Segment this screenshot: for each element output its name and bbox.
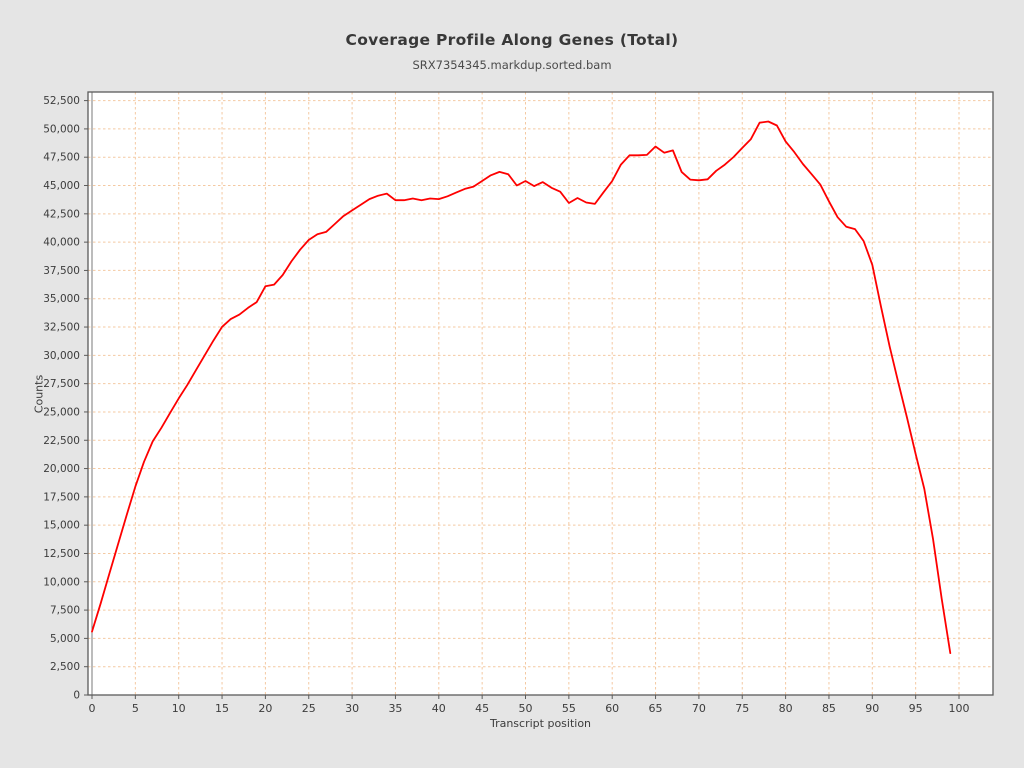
svg-text:75: 75 [735,702,749,715]
svg-text:65: 65 [649,702,663,715]
x-ticks [91,695,960,699]
y-ticks [84,100,88,696]
svg-text:0: 0 [89,702,96,715]
svg-text:45,000: 45,000 [43,180,80,192]
svg-text:17,500: 17,500 [43,491,80,503]
svg-text:70: 70 [692,702,706,715]
svg-text:50,000: 50,000 [43,123,80,135]
svg-text:32,500: 32,500 [43,322,80,334]
svg-text:22,500: 22,500 [43,435,80,447]
svg-text:42,500: 42,500 [43,208,80,220]
svg-text:80: 80 [779,702,793,715]
svg-text:50: 50 [519,702,533,715]
svg-text:0: 0 [73,690,80,702]
svg-text:20: 20 [258,702,272,715]
svg-text:35: 35 [388,702,402,715]
x-axis-label: Transcript position [489,717,592,730]
svg-text:45: 45 [475,702,489,715]
svg-text:12,500: 12,500 [43,548,80,560]
y-axis-label: Counts [32,374,46,414]
svg-text:100: 100 [949,702,970,715]
y-gridlines [88,100,993,696]
chart-subtitle: SRX7354345.markdup.sorted.bam [412,58,612,72]
svg-text:2,500: 2,500 [50,661,80,673]
svg-text:30,000: 30,000 [43,350,80,362]
svg-text:47,500: 47,500 [43,152,80,164]
svg-text:40,000: 40,000 [43,237,80,249]
x-tick-labels: 0 5 10 15 20 25 30 35 40 45 50 55 60 65 70 75 80 85 90 95 10… [89,702,970,715]
svg-text:15,000: 15,000 [43,520,80,532]
svg-text:25: 25 [302,702,316,715]
svg-text:15: 15 [215,702,229,715]
svg-text:37,500: 37,500 [43,265,80,277]
svg-text:55: 55 [562,702,576,715]
y-tick-labels: 0 2,500 5,000 7,500 10,000 12,500 15,000 17,500… [43,95,80,701]
coverage-line [91,120,952,654]
svg-text:10: 10 [172,702,186,715]
svg-text:30: 30 [345,702,359,715]
x-gridlines [91,92,960,695]
svg-text:95: 95 [909,702,923,715]
svg-text:52,500: 52,500 [43,95,80,107]
svg-text:85: 85 [822,702,836,715]
svg-text:27,500: 27,500 [43,378,80,390]
plot-background [88,92,993,695]
svg-text:10,000: 10,000 [43,576,80,588]
svg-text:40: 40 [432,702,446,715]
svg-text:20,000: 20,000 [43,463,80,475]
svg-text:35,000: 35,000 [43,293,80,305]
svg-text:5,000: 5,000 [50,633,80,645]
svg-text:25,000: 25,000 [43,406,80,418]
svg-text:7,500: 7,500 [50,605,80,617]
chart-title: Coverage Profile Along Genes (Total) [345,31,679,49]
svg-text:60: 60 [605,702,619,715]
plot-frame [87,91,994,696]
svg-text:5: 5 [132,702,139,715]
svg-text:90: 90 [865,702,879,715]
